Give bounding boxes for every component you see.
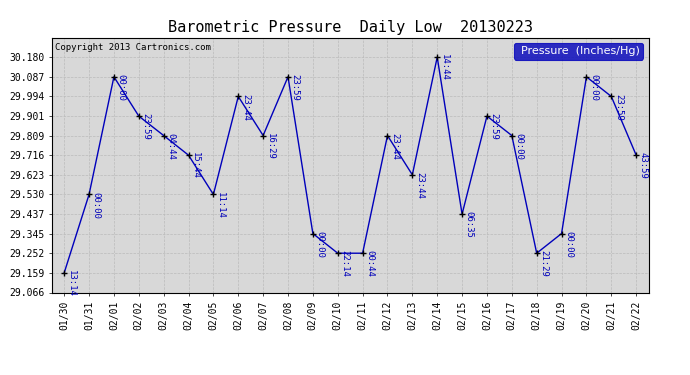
Text: 23:59: 23:59 (490, 113, 499, 140)
Text: 23:59: 23:59 (614, 94, 623, 120)
Text: 00:00: 00:00 (117, 74, 126, 101)
Text: 00:00: 00:00 (589, 74, 598, 101)
Text: 00:00: 00:00 (315, 231, 325, 258)
Text: Copyright 2013 Cartronics.com: Copyright 2013 Cartronics.com (55, 43, 210, 52)
Text: 23:59: 23:59 (290, 74, 299, 101)
Text: 11:14: 11:14 (216, 192, 225, 219)
Text: 16:29: 16:29 (266, 133, 275, 160)
Text: 04:44: 04:44 (166, 133, 175, 160)
Text: 23:59: 23:59 (141, 113, 150, 140)
Text: 43:59: 43:59 (639, 152, 648, 179)
Text: 00:00: 00:00 (92, 192, 101, 219)
Text: 00:44: 00:44 (366, 251, 375, 277)
Text: 00:00: 00:00 (564, 231, 573, 258)
Text: 06:35: 06:35 (465, 211, 474, 238)
Text: 15:44: 15:44 (191, 152, 200, 179)
Text: 23:44: 23:44 (241, 94, 250, 120)
Text: 23:44: 23:44 (391, 133, 400, 160)
Text: 22:14: 22:14 (341, 251, 350, 277)
Text: 13:14: 13:14 (67, 270, 76, 297)
Legend: Pressure  (Inches/Hg): Pressure (Inches/Hg) (514, 43, 643, 60)
Text: 00:00: 00:00 (515, 133, 524, 160)
Text: 23:44: 23:44 (415, 172, 424, 199)
Title: Barometric Pressure  Daily Low  20130223: Barometric Pressure Daily Low 20130223 (168, 20, 533, 35)
Text: 14:44: 14:44 (440, 54, 449, 81)
Text: 21:29: 21:29 (540, 251, 549, 277)
